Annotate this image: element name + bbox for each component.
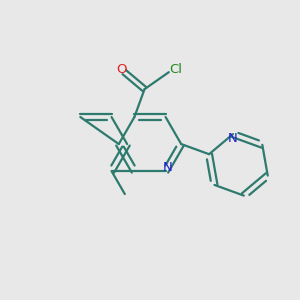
Text: N: N — [228, 132, 238, 145]
Text: Cl: Cl — [169, 63, 182, 76]
Text: O: O — [117, 63, 127, 76]
Text: N: N — [163, 161, 172, 174]
